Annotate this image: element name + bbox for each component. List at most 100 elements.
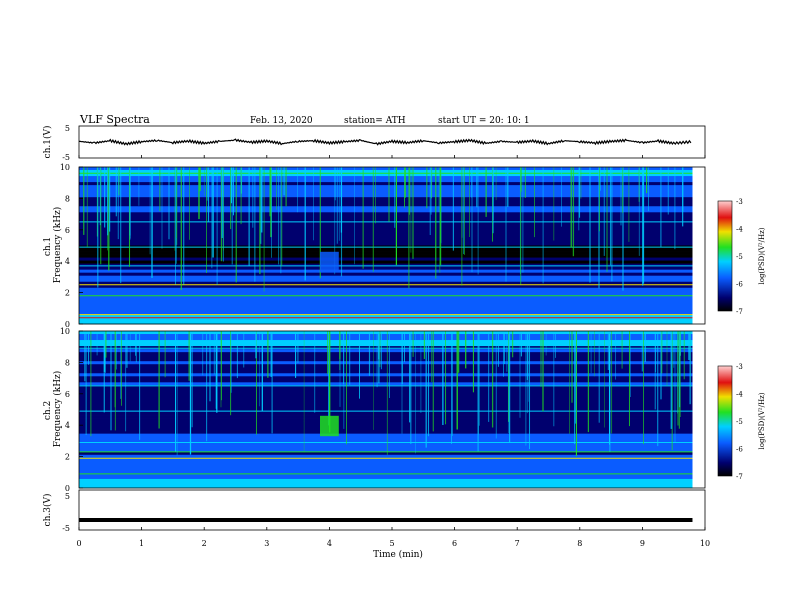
ch2-colorbar-label: log(PSD)(V²/Hz) bbox=[758, 392, 766, 449]
spectrogram-band bbox=[79, 317, 693, 322]
x-tick-label: 6 bbox=[452, 539, 457, 548]
spectrogram-band bbox=[79, 445, 693, 450]
ch1-colorbar: -3 -4 -5 -6 -7 log(PSD)(V²/Hz) bbox=[717, 198, 766, 316]
spectrogram-band bbox=[79, 433, 693, 438]
spectrogram-band bbox=[79, 296, 693, 301]
spectrogram-band bbox=[79, 248, 693, 252]
ch1-spectrogram-yticks: 0 2 4 6 8 10 bbox=[60, 163, 83, 329]
spectrogram-band bbox=[79, 221, 693, 225]
y-tick-label: 6 bbox=[65, 390, 70, 399]
spectrogram-band bbox=[79, 287, 693, 292]
x-tick-label: 8 bbox=[577, 539, 582, 548]
spectrogram-band bbox=[79, 460, 693, 465]
spectrogram-band bbox=[79, 272, 693, 277]
ch1-colorbar-label: log(PSD)(V²/Hz) bbox=[758, 227, 766, 284]
x-tick-label: 9 bbox=[640, 539, 645, 548]
ch2-colorbar-ticks: -3 -4 -5 -6 -7 bbox=[736, 363, 743, 481]
spectrogram-band bbox=[79, 385, 693, 389]
y-tick-label: 4 bbox=[65, 421, 70, 430]
spectrogram-band bbox=[79, 278, 693, 283]
y-tick-label: 4 bbox=[65, 257, 70, 266]
spectrogram-band bbox=[79, 361, 693, 365]
spectrogram-band bbox=[79, 484, 693, 489]
spectrogram-band bbox=[79, 355, 693, 359]
spectrogram-band bbox=[79, 406, 693, 410]
y-tick-label: 6 bbox=[65, 226, 70, 235]
y-tick-label: 8 bbox=[65, 194, 70, 203]
spectrogram-band bbox=[79, 236, 693, 240]
spectrogram-band bbox=[79, 269, 693, 274]
spectrogram-band bbox=[79, 475, 693, 480]
ch2-spectrogram-yticks: 0 2 4 6 8 10 bbox=[60, 327, 83, 493]
x-tick-label: 1 bbox=[139, 539, 144, 548]
ch3-waveform-panel: ch.3(V) 5 -5 bbox=[42, 489, 706, 533]
spectrogram-band bbox=[79, 170, 693, 174]
y-tick-label: 2 bbox=[65, 453, 70, 462]
ch3-ylabel: ch.3(V) bbox=[42, 494, 53, 527]
spectrogram-band bbox=[79, 376, 693, 380]
spectrogram-band bbox=[79, 469, 693, 474]
spectrogram-band bbox=[79, 215, 693, 219]
ch3-ytick-bottom: -5 bbox=[62, 524, 70, 533]
x-tick-label: 4 bbox=[327, 539, 332, 548]
ch2-freq-ylabel: ch.2 Frequency (kHz) bbox=[43, 371, 63, 448]
spectrogram-band bbox=[79, 451, 693, 456]
spectrogram-band bbox=[79, 478, 693, 483]
x-tick-label: 3 bbox=[264, 539, 269, 548]
emission-patch bbox=[320, 251, 339, 273]
spectrogram-band bbox=[79, 379, 693, 383]
spectrogram-band bbox=[79, 299, 693, 304]
colorbar-tick-label: -5 bbox=[736, 418, 743, 426]
ch1-ylabel-line1: ch.1 bbox=[43, 237, 53, 256]
spectrogram-band bbox=[79, 182, 693, 186]
spectrogram-band bbox=[79, 233, 693, 237]
spectrogram-band bbox=[79, 227, 693, 231]
ch1-spectrogram-image bbox=[79, 167, 693, 325]
ch2-spectrogram-panel: ch.2 Frequency (kHz) 0 2 4 6 8 10 bbox=[43, 327, 706, 493]
spectrogram-band bbox=[79, 242, 693, 246]
spectrogram-band bbox=[79, 185, 693, 189]
spectrogram-band bbox=[79, 403, 693, 407]
ch3-ytick-top: 5 bbox=[65, 492, 70, 501]
spectrogram-band bbox=[79, 418, 693, 422]
ch1-ytick-bottom: -5 bbox=[62, 153, 70, 162]
spectrogram-band bbox=[79, 308, 693, 313]
ch1-ylabel-line2: Frequency (kHz) bbox=[52, 207, 63, 284]
colorbar-tick-label: -3 bbox=[736, 198, 743, 206]
spectrogram-band bbox=[79, 206, 693, 210]
spectrogram-band bbox=[79, 179, 693, 183]
spectrogram-band bbox=[79, 457, 693, 462]
spectrogram-band bbox=[79, 173, 693, 177]
y-tick-label: 10 bbox=[60, 327, 70, 336]
spectrogram-band bbox=[79, 320, 693, 325]
spectrogram-band bbox=[79, 284, 693, 289]
spectrogram-band bbox=[79, 349, 693, 353]
spectrogram-band bbox=[79, 481, 693, 486]
spectrogram-band bbox=[79, 397, 693, 401]
spectrogram-band bbox=[79, 337, 693, 341]
spectrogram-band bbox=[79, 463, 693, 468]
spectrogram-band bbox=[79, 367, 693, 371]
spectrogram-band bbox=[79, 472, 693, 477]
spectrogram-band bbox=[79, 209, 693, 213]
spectrogram-band bbox=[79, 439, 693, 444]
time-axis: 0 1 2 3 4 5 6 7 8 9 10 bbox=[76, 155, 710, 548]
spectrogram-band bbox=[79, 200, 693, 204]
x-tick-label: 5 bbox=[389, 539, 394, 548]
spectrogram-band bbox=[79, 454, 693, 459]
ch1-freq-ylabel: ch.1 Frequency (kHz) bbox=[43, 207, 63, 284]
colorbar-tick-label: -6 bbox=[736, 446, 743, 454]
y-tick-label: 8 bbox=[65, 358, 70, 367]
spectrogram-band bbox=[79, 191, 693, 195]
ch2-ylabel-line2: Frequency (kHz) bbox=[52, 371, 63, 448]
spectrogram-band bbox=[79, 331, 693, 335]
spectrogram-band bbox=[79, 224, 693, 228]
spectrogram-band bbox=[79, 421, 693, 425]
spectrogram-band bbox=[79, 340, 693, 344]
colorbar-tick-label: -5 bbox=[736, 253, 743, 261]
spectrogram-band bbox=[79, 275, 693, 280]
spectrogram-band bbox=[79, 305, 693, 310]
emission-patch bbox=[320, 415, 339, 437]
spectrogram-band bbox=[79, 427, 693, 432]
